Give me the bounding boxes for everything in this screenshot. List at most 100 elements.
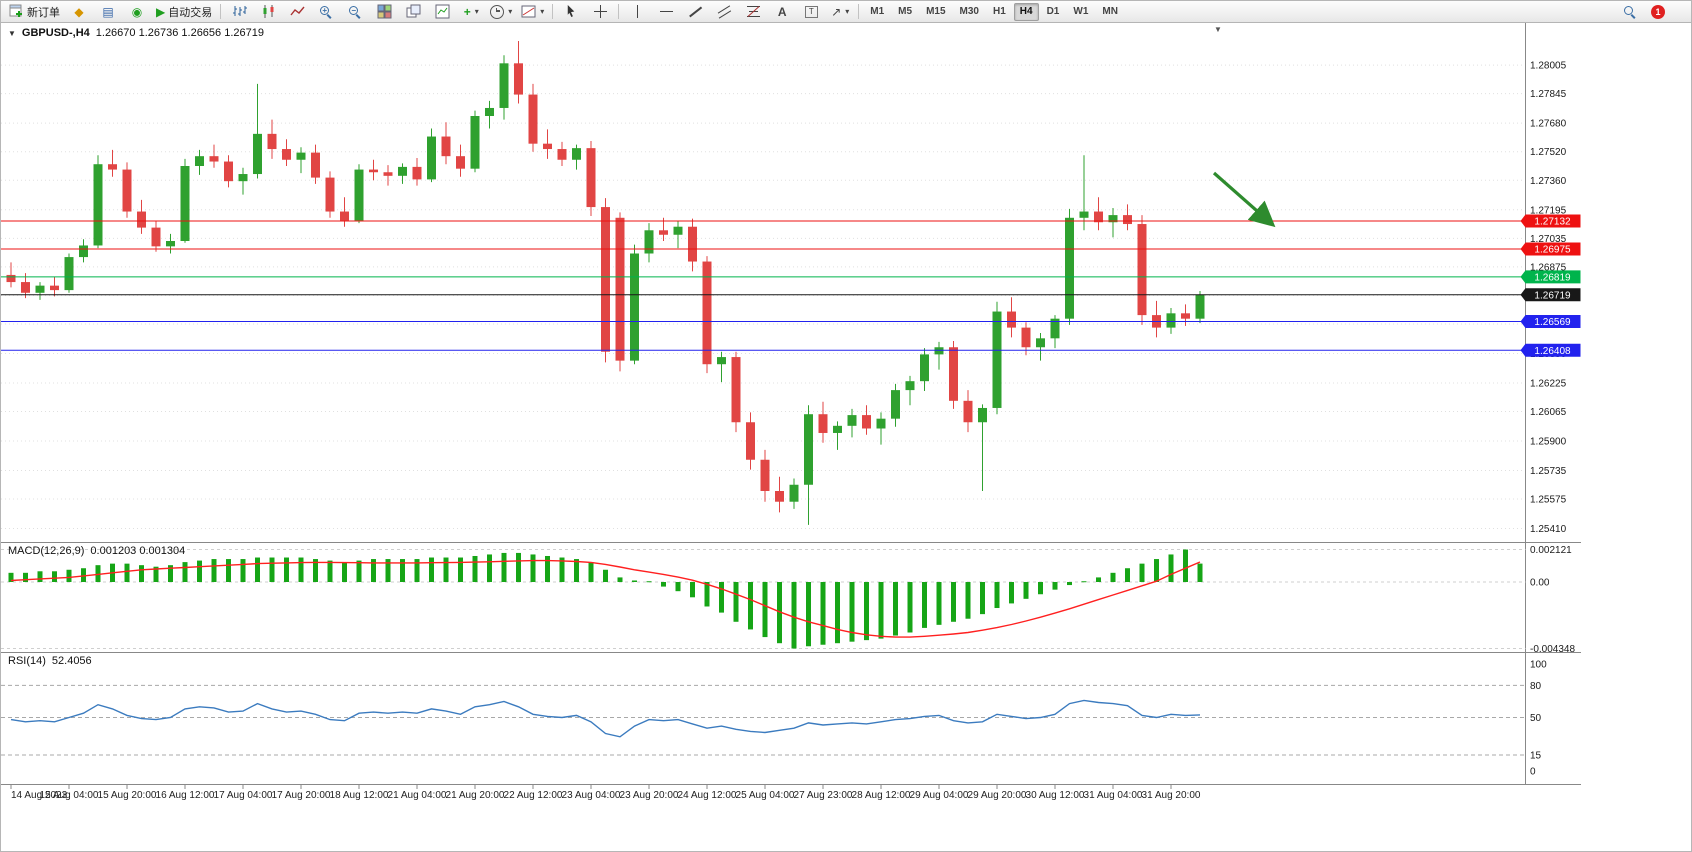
fibonacci-button[interactable] (739, 2, 767, 22)
toolbar-separator (858, 4, 860, 19)
trendline-button[interactable] (681, 2, 709, 22)
zoom-in-icon: + (319, 5, 333, 19)
timeframe-d1-button[interactable]: D1 (1046, 6, 1060, 17)
notification-badge[interactable]: 1 (1651, 4, 1665, 19)
svg-text:22 Aug 12:00: 22 Aug 12:00 (504, 790, 563, 801)
svg-text:0: 0 (1530, 767, 1536, 778)
equidistant-channel-icon (717, 4, 732, 19)
bar-chart-button[interactable] (225, 2, 253, 22)
arrows-shapes-button[interactable]: ↗ ▾ (826, 2, 854, 22)
svg-text:30 Aug 12:00: 30 Aug 12:00 (1026, 790, 1085, 801)
chart-title-bar: ▼ GBPUSD-,H4 1.26670 1.26736 1.26656 1.2… (8, 27, 264, 39)
community-button[interactable]: ◉ (123, 2, 151, 22)
svg-text:27 Aug 23:00: 27 Aug 23:00 (794, 790, 853, 801)
macd-values: 0.001203 0.001304 (90, 545, 186, 557)
price-tag: 1.27132 (1520, 214, 1581, 228)
text-icon: A (777, 4, 787, 19)
timeframe-h1-button[interactable]: H1 (992, 6, 1006, 17)
autotrade-button[interactable]: ▶ 自动交易 (152, 2, 216, 22)
svg-text:24 Aug 12:00: 24 Aug 12:00 (678, 790, 737, 801)
timeframe-m5-button[interactable]: M5 (898, 6, 913, 17)
tile-windows-button[interactable] (370, 2, 398, 22)
toolbar-separator (618, 4, 620, 19)
candlestick-chart-button[interactable] (254, 2, 282, 22)
cursor-button[interactable] (557, 2, 585, 22)
timeframe-mn-button[interactable]: MN (1102, 6, 1118, 17)
svg-text:80: 80 (1530, 681, 1542, 692)
svg-text:14 Aug 2023: 14 Aug 2023 (11, 790, 68, 801)
horizontal-line-icon (659, 4, 674, 19)
vertical-line-button[interactable] (623, 2, 651, 22)
tile-windows-icon (377, 4, 392, 19)
channel-button[interactable] (710, 2, 738, 22)
svg-text:15 Aug 20:00: 15 Aug 20:00 (98, 790, 157, 801)
text-label-button[interactable]: T (797, 2, 825, 22)
svg-text:21 Aug 04:00: 21 Aug 04:00 (388, 790, 447, 801)
main-toolbar: 新订单 ◆ ▤ ◉ ▶ 自动交易 + (1, 1, 1691, 23)
chevron-down-icon: ▾ (540, 7, 545, 16)
zoom-in-button[interactable]: + (312, 2, 340, 22)
candles-layer[interactable] (6, 41, 1205, 525)
templates-button[interactable]: ▾ (517, 2, 548, 22)
svg-text:50: 50 (1530, 713, 1542, 724)
chart-shift-marker[interactable]: ▼ (1214, 25, 1222, 34)
rsi-pane[interactable]: 100 80 50 15 0 (1, 660, 1547, 778)
crosshair-button[interactable] (586, 2, 614, 22)
svg-text:23 Aug 20:00: 23 Aug 20:00 (620, 790, 679, 801)
trendline-icon (688, 4, 703, 19)
svg-text:29 Aug 04:00: 29 Aug 04:00 (910, 790, 969, 801)
chevron-down-icon: ▾ (508, 7, 513, 16)
macd-signal-line (10, 559, 1201, 638)
timeframe-h4-button[interactable]: H4 (1013, 2, 1039, 21)
horizontal-line-button[interactable] (652, 2, 680, 22)
chart-expander-icon[interactable]: ▼ (8, 28, 16, 38)
market-watch-icon: ▤ (102, 4, 114, 19)
rsi-title: RSI(14) (8, 655, 46, 667)
svg-text:100: 100 (1530, 660, 1547, 671)
chevron-down-icon: ▾ (474, 7, 479, 16)
zoom-out-icon: − (348, 5, 362, 19)
svg-text:31 Aug 04:00: 31 Aug 04:00 (1084, 790, 1143, 801)
svg-text:18 Aug 12:00: 18 Aug 12:00 (330, 790, 389, 801)
indicator-window-button[interactable] (428, 2, 456, 22)
timeframe-m1-button[interactable]: M1 (870, 6, 885, 17)
svg-text:1.26065: 1.26065 (1530, 407, 1567, 418)
svg-text:1.26975: 1.26975 (1534, 245, 1571, 256)
clock-icon (490, 4, 505, 19)
rsi-title-bar: RSI(14) 52.4056 (8, 655, 92, 667)
periods-button[interactable]: ▾ (486, 2, 516, 22)
new-order-label: 新订单 (27, 6, 60, 19)
svg-text:1.25575: 1.25575 (1530, 495, 1567, 506)
svg-text:23 Aug 04:00: 23 Aug 04:00 (562, 790, 621, 801)
timeframe-m15-button[interactable]: M15 (926, 6, 946, 17)
template-chart-icon (521, 5, 536, 18)
community-icon: ◉ (131, 4, 143, 19)
svg-text:1.27132: 1.27132 (1534, 217, 1571, 228)
line-chart-button[interactable] (283, 2, 311, 22)
macd-pane[interactable]: 0.002121 0.00 -0.004348 (1, 545, 1575, 655)
zoom-out-button[interactable]: − (341, 2, 369, 22)
svg-text:1.26408: 1.26408 (1534, 346, 1571, 357)
chevron-down-icon: ▾ (845, 7, 850, 16)
market-watch-button[interactable]: ▤ (94, 2, 122, 22)
add-indicator-icon: + (463, 4, 471, 19)
timeframe-w1-button[interactable]: W1 (1073, 6, 1089, 17)
search-button[interactable] (1616, 2, 1644, 22)
svg-text:1.27520: 1.27520 (1530, 147, 1567, 158)
add-indicator-button[interactable]: + ▾ (457, 2, 485, 22)
new-order-button[interactable]: 新订单 (5, 2, 64, 22)
timeframe-m30-button[interactable]: M30 (959, 6, 979, 17)
signals-button[interactable]: ◆ (65, 2, 93, 22)
svg-text:1.25735: 1.25735 (1530, 466, 1567, 477)
annotation-arrow[interactable] (1212, 171, 1276, 228)
bar-chart-icon (232, 6, 247, 16)
arrange-windows-button[interactable] (399, 2, 427, 22)
price-grid (1, 64, 1526, 529)
svg-text:1.26819: 1.26819 (1534, 272, 1571, 283)
svg-text:17 Aug 20:00: 17 Aug 20:00 (272, 790, 331, 801)
svg-text:25 Aug 04:00: 25 Aug 04:00 (736, 790, 795, 801)
text-button[interactable]: A (768, 2, 796, 22)
line-chart-icon (290, 6, 305, 16)
